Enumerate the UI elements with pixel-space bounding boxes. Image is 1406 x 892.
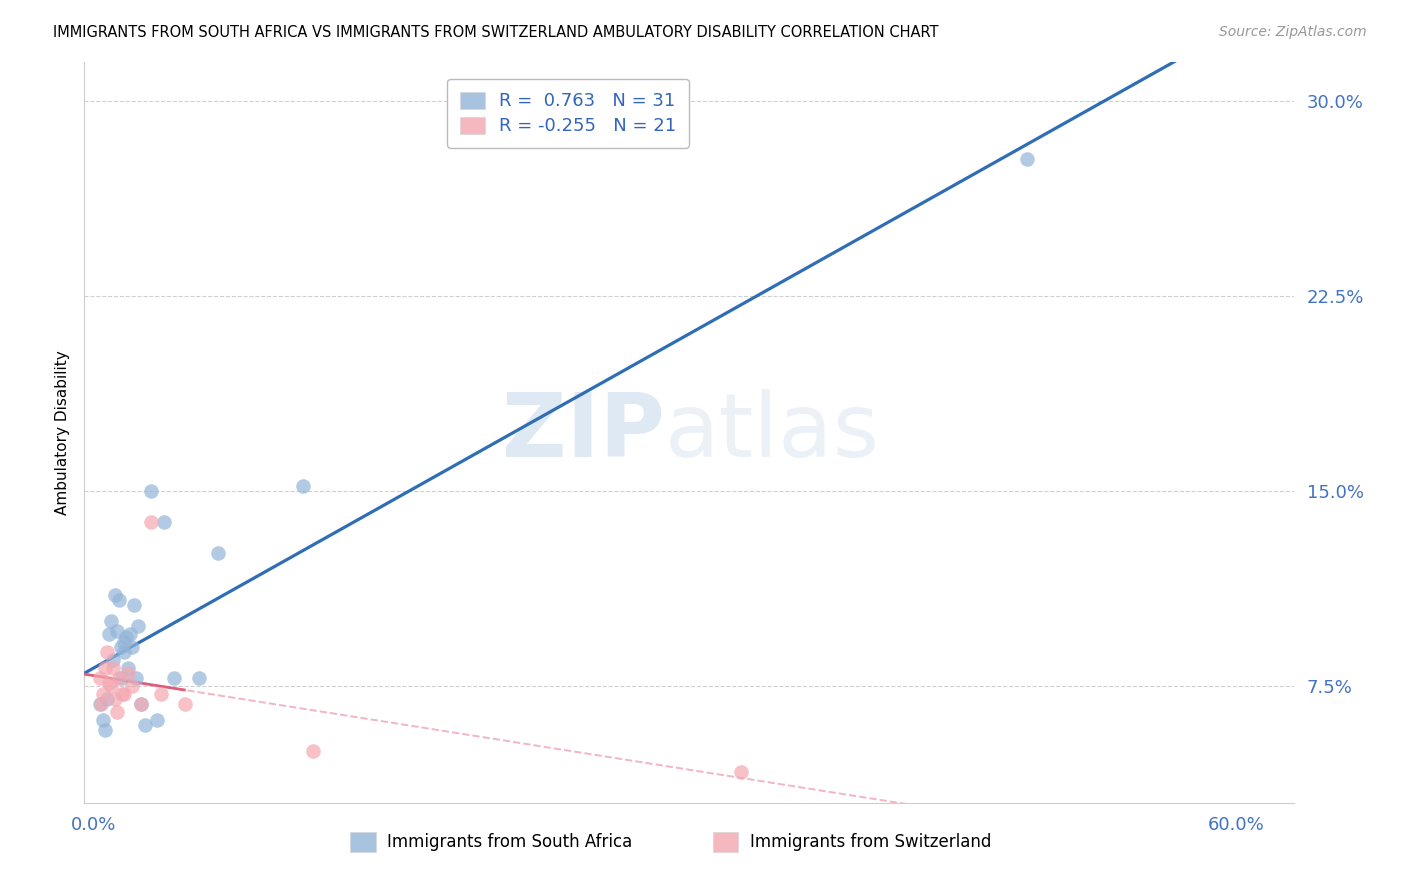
Point [174, 697, 197, 711]
Point [107, 593, 129, 607]
Point [125, 671, 148, 685]
Text: Immigrants from South Africa: Immigrants from South Africa [387, 833, 633, 851]
Point [730, 764, 752, 779]
Point [105, 624, 128, 639]
Point [111, 687, 134, 701]
Point [149, 687, 172, 701]
Point [111, 671, 134, 685]
Text: ZIP: ZIP [502, 389, 665, 476]
Point [187, 671, 209, 685]
Point [112, 634, 135, 648]
Point [112, 645, 135, 659]
Text: atlas: atlas [665, 389, 880, 476]
Point [101, 653, 124, 667]
Point [104, 692, 127, 706]
Point [110, 640, 132, 654]
Point [139, 515, 162, 529]
Point [96, 645, 118, 659]
Point [117, 665, 139, 680]
Point [115, 630, 138, 644]
Point [93, 713, 115, 727]
Point [98, 627, 121, 641]
Point [104, 588, 127, 602]
Point [120, 627, 142, 641]
Point [139, 484, 162, 499]
Point [89, 697, 111, 711]
Point [1015, 152, 1038, 166]
Text: Source: ZipAtlas.com: Source: ZipAtlas.com [1219, 25, 1367, 39]
Point [94, 723, 117, 737]
Point [302, 744, 325, 758]
Point [93, 687, 115, 701]
Point [105, 705, 128, 719]
Point [121, 679, 143, 693]
Point [112, 687, 135, 701]
Point [292, 479, 315, 493]
Point [153, 515, 176, 529]
Text: Immigrants from Switzerland: Immigrants from Switzerland [749, 833, 991, 851]
Point [96, 692, 118, 706]
Point [100, 614, 122, 628]
Point [107, 671, 129, 685]
Point [127, 619, 149, 633]
Point [101, 661, 124, 675]
Text: IMMIGRANTS FROM SOUTH AFRICA VS IMMIGRANTS FROM SWITZERLAND AMBULATORY DISABILIT: IMMIGRANTS FROM SOUTH AFRICA VS IMMIGRAN… [53, 25, 939, 40]
Point [90, 697, 112, 711]
Point [134, 718, 156, 732]
Point [131, 697, 153, 711]
Point [100, 679, 122, 693]
Point [117, 661, 139, 675]
Y-axis label: Ambulatory Disability: Ambulatory Disability [55, 351, 70, 515]
Point [98, 676, 121, 690]
Point [207, 546, 229, 560]
Point [94, 661, 117, 675]
Point [89, 671, 111, 685]
Point [121, 640, 143, 654]
Point [163, 671, 186, 685]
Point [131, 697, 153, 711]
Point [122, 599, 145, 613]
Legend: R =  0.763   N = 31, R = -0.255   N = 21: R = 0.763 N = 31, R = -0.255 N = 21 [447, 78, 689, 148]
Point [145, 713, 167, 727]
